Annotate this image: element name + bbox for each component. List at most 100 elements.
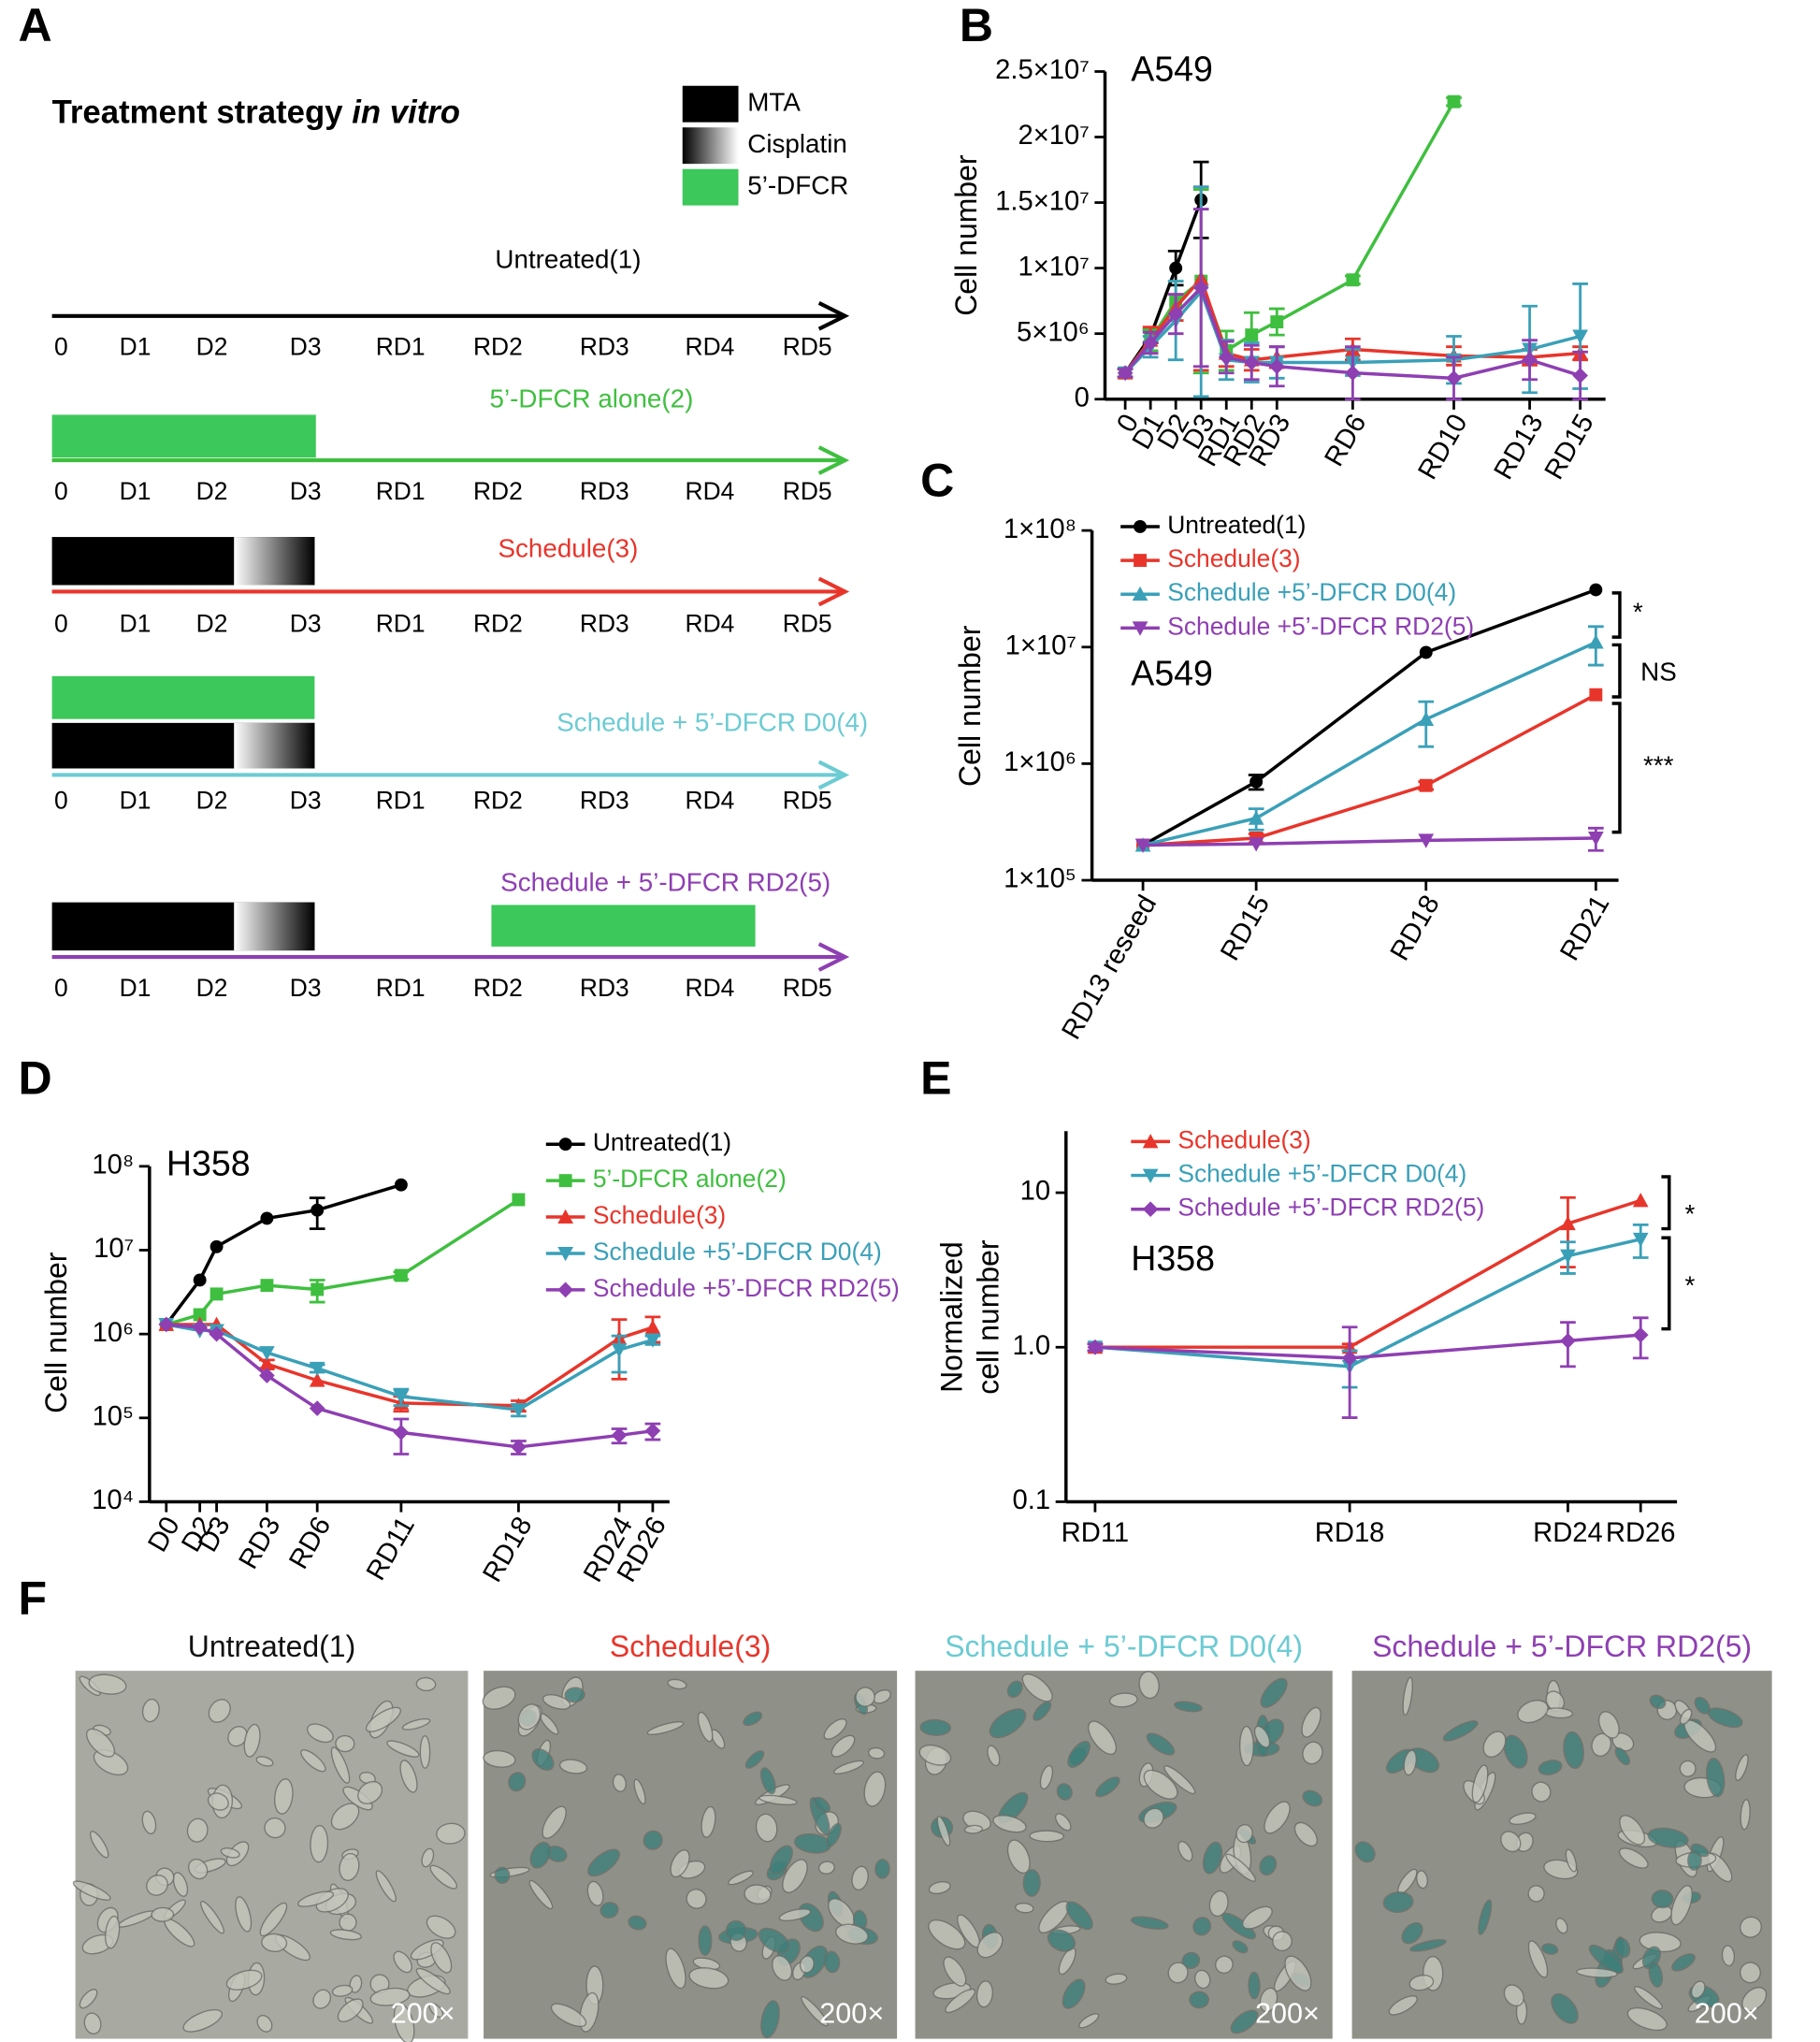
day-label: RD3 [580,610,629,638]
cell [256,2014,273,2033]
significance-label: * [1684,1199,1695,1228]
arrow-head [817,942,850,972]
cell [1302,1789,1323,1807]
cell [339,1852,360,1882]
magnification-label: 200× [819,1998,884,2030]
cell [670,1849,690,1878]
day-label: RD3 [580,974,629,1002]
cell [349,1975,363,1993]
cell [643,1830,663,1850]
marker [512,1193,526,1207]
cell [928,1919,966,1950]
y-axis-label: cell number [972,1239,1005,1395]
series-line [1094,1198,1641,1349]
day-label: RD4 [686,974,735,1002]
day-label: RD2 [473,332,523,360]
cell [1478,1899,1493,1935]
cell [646,1721,685,1736]
cell [79,1988,98,2009]
legend-marker [557,1247,573,1262]
cell [936,1816,951,1846]
cell [1214,1955,1234,1975]
marker [1192,280,1209,296]
cell [331,1984,354,1997]
y-tick-label: 10⁵ [93,1402,135,1432]
cell [1735,1754,1749,1782]
day-label: RD2 [473,787,523,815]
day-label: D2 [196,332,228,360]
cell [83,2012,102,2035]
day-label: D1 [120,610,152,638]
marker [1270,315,1284,329]
day-label: 0 [54,332,68,360]
cell [1163,1765,1196,1795]
image-title: Untreated(1) [188,1629,355,1663]
legend-label: Schedule(3) [593,1201,726,1229]
cell [141,1698,160,1723]
panel-letter: A [18,0,51,51]
legend-label: Schedule +5’-DFCR D0(4) [1167,578,1456,606]
cell [421,1847,435,1868]
cell [1006,1839,1031,1875]
significance-bracket [1611,591,1622,639]
cell [1531,1781,1552,1803]
cell [436,1822,466,1845]
x-tick-label: RD15 [1539,410,1600,485]
cell [1284,1955,1312,1991]
cell [330,1746,351,1784]
legend-swatch [682,168,739,206]
cell [300,1749,326,1773]
cell [386,1740,420,1758]
cell [1670,1885,1693,1926]
marker [259,1346,275,1361]
marker [311,1203,325,1217]
cell [633,1778,646,1805]
marker [1346,273,1360,287]
cell [564,1687,585,1703]
x-tick-label: RD10 [1413,410,1474,485]
x-tick-label: RD6 [1320,410,1373,472]
cell [1143,1807,1164,1829]
cell [963,1824,983,1834]
significance-bracket [1661,1236,1671,1331]
cell [1146,1732,1176,1756]
cell [1293,1821,1319,1847]
day-label: RD5 [783,974,832,1002]
cell [1062,1978,1086,2009]
cell [759,1767,776,1795]
cell [1029,1830,1065,1843]
cell [1671,1953,1696,1972]
cell [1471,1764,1489,1803]
cell [1706,1758,1726,1798]
cell [1597,1711,1620,1739]
marker [1446,369,1462,386]
cell [199,1900,225,1934]
marker [393,1425,410,1441]
day-label: RD1 [376,610,426,638]
cell [88,1673,127,1695]
cell [1067,1740,1091,1768]
x-tick-label: RD26 [1606,1518,1676,1548]
cell [1259,1855,1278,1876]
significance-label: *** [1643,750,1674,779]
day-label: RD1 [376,332,426,360]
day-label: RD3 [580,477,629,505]
x-tick-label: RD18 [477,1512,538,1587]
image-title: Schedule(3) [610,1629,771,1663]
cell [357,1780,383,1804]
cell [1721,1945,1736,1967]
cell [187,1858,209,1880]
marker [260,1211,274,1225]
cell [1626,2006,1668,2032]
cell [1648,1962,1664,1988]
marker [644,1423,661,1440]
cell [1500,1831,1522,1853]
cell [1509,1812,1537,1826]
cell [586,1880,604,1906]
day-label: D3 [290,477,322,505]
significance-label: * [1633,597,1643,626]
cell [1517,1700,1549,1724]
legend-label: Schedule +5’-DFCR RD2(5) [1167,612,1474,640]
cell [259,1902,288,1937]
cell [758,1794,798,1806]
